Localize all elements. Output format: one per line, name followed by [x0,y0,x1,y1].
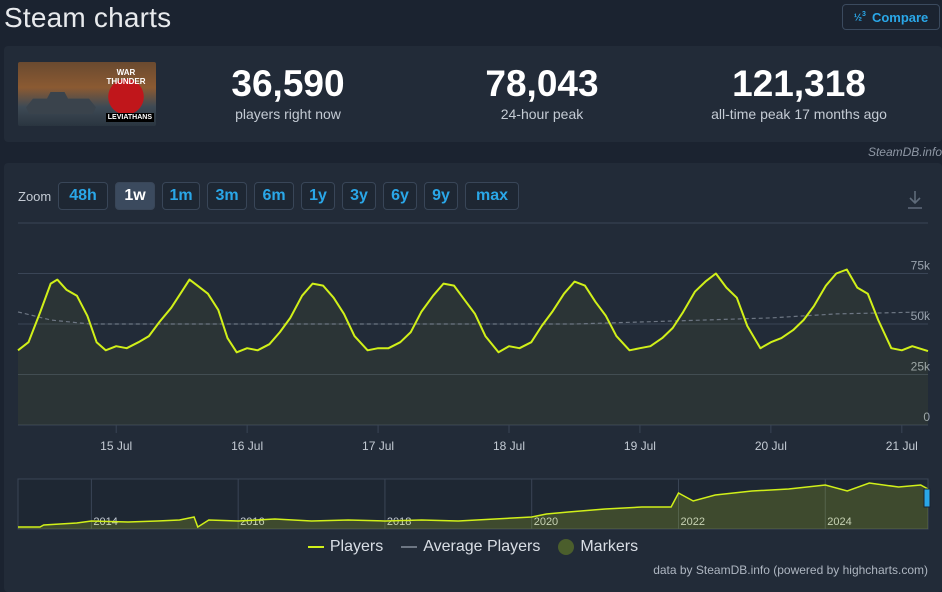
zoom-button-6m[interactable]: 6m [254,182,294,210]
zoom-button-48h[interactable]: 48h [58,182,108,210]
zoom-button-9y[interactable]: 9y [424,182,458,210]
legend-average-label: Average Players [423,538,541,555]
x-tick-label: 17 Jul [362,439,394,453]
stat-value: 121,318 [732,63,866,104]
navigator-tick-label: 2022 [680,516,704,528]
game-logo-subtitle: LEVIATHANS [105,113,154,122]
x-tick-label: 19 Jul [624,439,656,453]
zoom-button-6y[interactable]: 6y [383,182,417,210]
navigator-handle [923,488,931,508]
navigator-chart[interactable]: 201420162018202020222024 [4,475,942,535]
players-swatch [307,546,324,548]
download-icon[interactable] [906,189,924,211]
y-tick-label: 0 [923,410,930,424]
players-line [17,268,929,354]
stat-value: 78,043 [485,63,599,104]
average-players-line [17,311,929,325]
players-area [18,269,928,425]
page-title: Steam charts [4,2,172,33]
average-swatch [401,546,418,548]
x-tick-label: 18 Jul [493,439,525,453]
y-tick-label: 75k [911,259,931,273]
y-tick-label: 50k [911,309,931,323]
navigator-tick-label: 2018 [387,516,411,528]
steamdb-credit-link[interactable]: SteamDB.info [867,145,942,159]
zoom-button-1y[interactable]: 1y [301,182,335,210]
x-tick-label: 21 Jul [886,439,918,453]
navigator-area [18,483,928,529]
zoom-button-3y[interactable]: 3y [342,182,376,210]
zoom-button-3m[interactable]: 3m [207,182,247,210]
stat-24h-peak: 78,043 24-hour peak [422,63,662,123]
x-tick-label: 15 Jul [100,439,132,453]
navigator-tick-label: 2020 [534,516,558,528]
stat-current-players: 36,590 players right now [168,63,408,123]
legend-players[interactable]: Players [307,536,384,558]
stat-all-time-peak: 121,318 all-time peak 17 months ago [679,63,919,123]
compare-button[interactable]: ½3 Compare [842,4,940,30]
player-count-chart[interactable]: 0 25k 50k 75k 15 Jul 16 Jul 17 Jul 18 Jul 19 Jul… [4,163,942,463]
navigator-tick-label: 2024 [827,516,851,528]
fraction-icon: ½3 [853,11,866,24]
chart-legend: Players Average Players Markers [4,536,942,558]
ship-graphic [26,92,96,114]
game-logo-text: WAR THUNDER [106,68,146,86]
legend-markers-label: Markers [580,538,639,555]
zoom-label: Zoom [18,189,52,204]
navigator-tick-label: 2016 [240,516,264,528]
navigator-line [18,482,929,529]
stat-label: 24-hour peak [500,106,584,122]
stat-label: players right now [235,106,341,122]
zoom-button-max[interactable]: max [465,182,519,210]
compare-label: Compare [871,9,929,25]
stats-panel: WAR THUNDER LEVIATHANS 36,590 players ri… [4,46,942,142]
legend-players-label: Players [329,538,384,555]
zoom-button-1w[interactable]: 1w [115,182,155,210]
highcharts-credit[interactable]: data by SteamDB.info (powered by highcha… [653,563,928,577]
stat-value: 36,590 [231,63,345,104]
legend-average-players[interactable]: Average Players [401,536,540,558]
x-tick-label: 20 Jul [755,439,787,453]
game-capsule-image[interactable]: WAR THUNDER LEVIATHANS [18,62,156,126]
y-tick-label: 25k [911,360,931,374]
legend-markers[interactable]: Markers [558,536,638,558]
game-logo [102,66,150,122]
stat-label: all-time peak 17 months ago [711,106,887,122]
zoom-button-1m[interactable]: 1m [162,182,200,210]
markers-swatch [558,539,575,555]
x-tick-label: 16 Jul [231,439,263,453]
